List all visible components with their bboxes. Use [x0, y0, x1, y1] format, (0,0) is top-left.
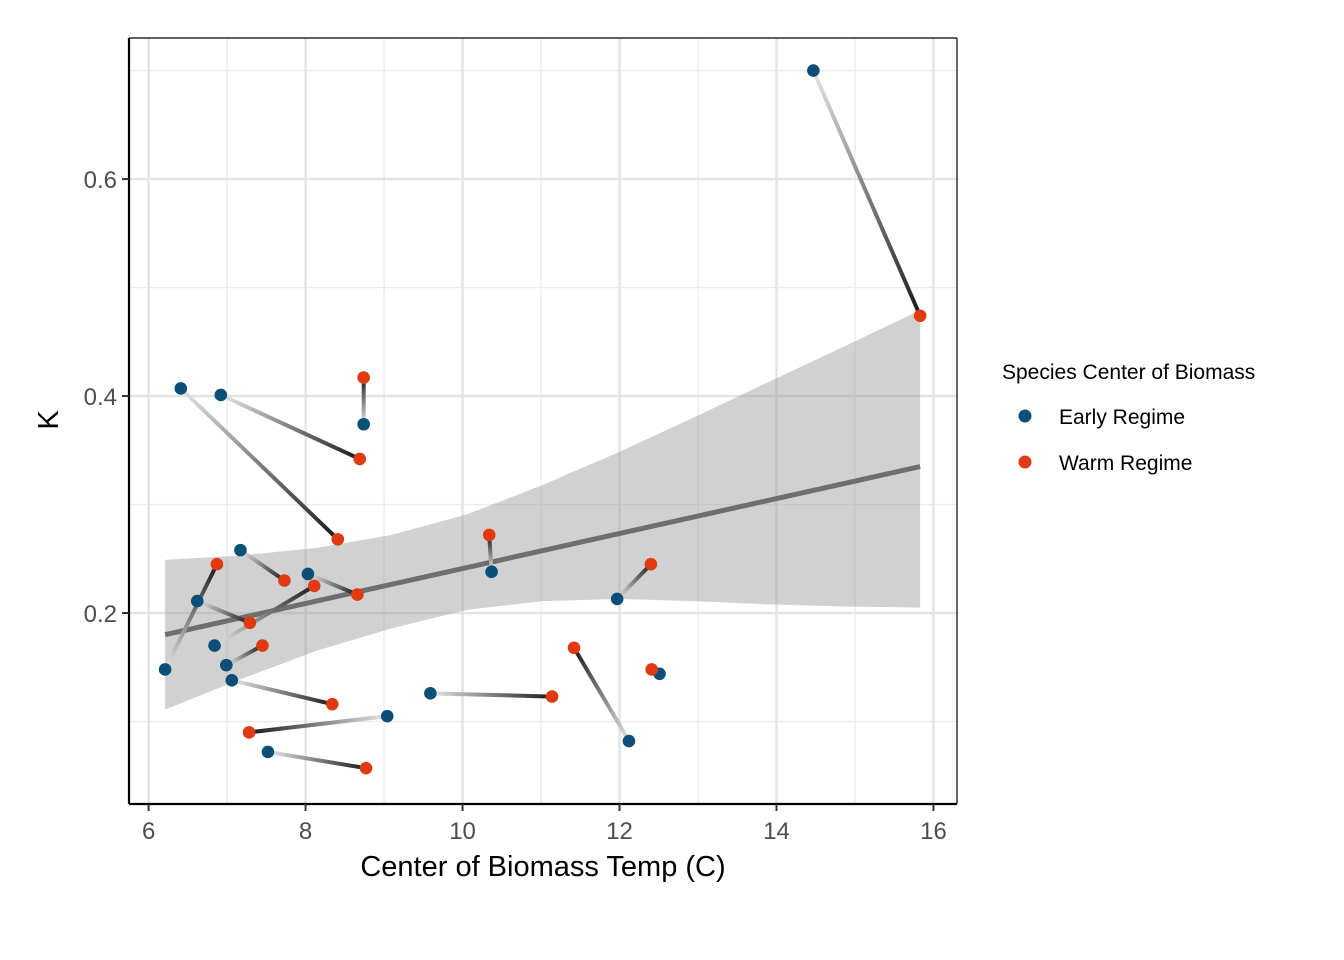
point-warm-regime: [645, 663, 658, 676]
point-warm-regime: [567, 641, 581, 655]
point-early-regime: [424, 687, 437, 700]
pair-segment: [615, 562, 653, 601]
x-tick-label: 16: [920, 818, 947, 845]
confidence-band-layer: [164, 310, 921, 710]
x-tick-label: 8: [299, 818, 312, 845]
point-early-regime: [190, 594, 204, 608]
data-points: [158, 64, 927, 775]
point-warm-regime: [331, 532, 345, 546]
y-axis-title: K: [33, 410, 65, 430]
point-warm-regime: [242, 726, 256, 739]
pair-segment: [307, 572, 359, 597]
point-warm-regime: [325, 697, 339, 711]
pair-segment: [231, 678, 333, 707]
pair-segment: [239, 548, 286, 583]
x-tick-label: 12: [606, 818, 633, 845]
point-warm-regime: [307, 579, 321, 593]
point-early-regime: [158, 663, 172, 676]
x-axis-title: Center of Biomass Temp (C): [360, 851, 725, 883]
legend: Species Center of Biomass Early Regime W…: [1002, 361, 1255, 475]
pair-segment: [811, 69, 922, 317]
point-warm-regime: [357, 371, 370, 384]
pair-segments: [163, 69, 922, 771]
point-warm-regime: [353, 452, 367, 466]
point-warm-regime: [545, 690, 559, 703]
point-warm-regime: [351, 588, 364, 601]
pair-segment: [213, 584, 316, 648]
point-warm-regime: [210, 557, 224, 571]
x-tick-label: 14: [763, 818, 790, 845]
legend-key-warm: [1018, 455, 1032, 469]
point-early-regime: [622, 734, 636, 748]
point-warm-regime: [256, 639, 269, 652]
legend-title: Species Center of Biomass: [1002, 361, 1255, 384]
x-tick-label: 10: [449, 818, 476, 845]
pair-segment: [179, 387, 340, 541]
point-early-regime: [357, 417, 370, 431]
point-early-regime: [234, 543, 247, 557]
point-early-regime: [301, 567, 315, 581]
point-early-regime: [214, 388, 228, 402]
axes: [127, 37, 958, 806]
point-warm-regime: [243, 616, 257, 630]
point-warm-regime: [644, 557, 658, 571]
pair-segment: [225, 643, 264, 667]
pair-segment: [219, 393, 361, 461]
y-tick-label: 0.4: [84, 384, 117, 411]
point-early-regime: [380, 709, 394, 723]
trend-line: [164, 464, 921, 638]
point-early-regime: [485, 565, 498, 579]
point-warm-regime: [278, 574, 291, 587]
pair-segment: [196, 599, 251, 625]
legend-label-warm: Warm Regime: [1059, 452, 1192, 475]
pair-segment: [267, 749, 367, 771]
tick-labels: 6 8 10 12 14 16 0.2 0.4 0.6: [84, 167, 947, 845]
x-tick-label: 6: [142, 818, 155, 845]
pair-segment: [430, 691, 553, 699]
point-early-regime: [807, 64, 820, 77]
y-tick-label: 0.6: [84, 167, 117, 194]
point-early-regime: [225, 674, 239, 687]
point-warm-regime: [913, 309, 927, 323]
point-warm-regime: [359, 761, 373, 775]
point-early-regime: [610, 592, 624, 606]
legend-key-early: [1018, 409, 1032, 423]
point-early-regime: [174, 382, 188, 395]
confidence-band: [165, 310, 921, 710]
point-early-regime: [208, 639, 221, 652]
pair-segment: [572, 646, 631, 743]
point-early-regime: [261, 745, 275, 759]
y-tick-label: 0.2: [84, 601, 117, 628]
pair-segment: [248, 714, 388, 735]
grid-lines: [129, 38, 957, 804]
legend-label-early: Early Regime: [1059, 406, 1185, 429]
pair-segment: [163, 563, 219, 671]
point-warm-regime: [482, 528, 496, 542]
point-early-regime: [220, 658, 233, 672]
